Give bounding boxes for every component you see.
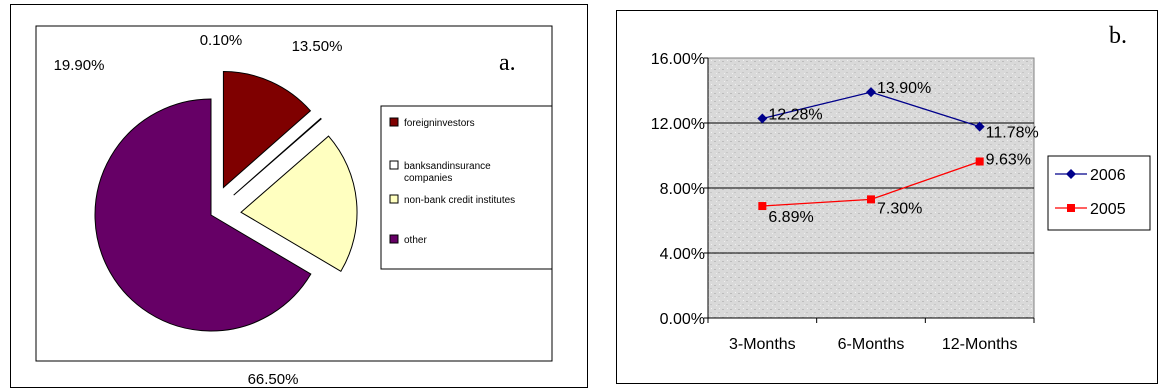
legend-swatch	[389, 160, 399, 170]
pie-chart: a. 13.50% 0.10% 19.90% 66.50% foreigninvestor…	[35, 25, 553, 388]
legend-label: non-bank credit institutes	[404, 195, 515, 206]
line-chart-panel: b. 0.00% 4.00% 8.00% 12.00% 16.00% 3-Months 6-M…	[616, 10, 1158, 384]
legend-label: 2005	[1090, 201, 1126, 218]
legend-label: banksandinsurance	[404, 161, 491, 172]
line-chart: b. 0.00% 4.00% 8.00% 12.00% 16.00% 3-Months 6-M…	[651, 23, 1151, 353]
panel-label-b: b.	[1109, 23, 1127, 49]
legend-box	[380, 105, 553, 270]
legend-swatch	[389, 194, 399, 204]
data-point-2005	[975, 157, 984, 166]
legend-label: companies	[404, 173, 452, 184]
data-label-2006: 13.90%	[877, 80, 931, 97]
panel-label-a: a.	[499, 50, 516, 76]
slice-value-label: 0.10%	[200, 32, 243, 49]
slice-value-label: 66.50%	[248, 371, 299, 388]
y-tick-label: 4.00%	[660, 246, 705, 263]
legend-label: foreigninvestors	[404, 118, 475, 129]
slice-value-label: 13.50%	[292, 38, 343, 55]
y-tick-label: 8.00%	[660, 181, 705, 198]
y-tick-label: 16.00%	[651, 51, 705, 68]
data-label-2005: 9.63%	[986, 152, 1031, 169]
data-point-2005	[867, 195, 875, 204]
data-point-2006	[974, 121, 985, 132]
x-tick-label: 6-Months	[838, 336, 905, 353]
data-point-2006	[757, 113, 768, 124]
data-label-2006: 12.28%	[768, 106, 822, 123]
data-label-2005: 7.30%	[877, 200, 922, 217]
legend-swatch	[389, 117, 399, 127]
legend-label: 2006	[1090, 167, 1126, 184]
legend-marker	[1066, 169, 1076, 179]
pie-slice-4	[94, 98, 312, 332]
legend-swatch	[389, 234, 399, 244]
y-tick-label: 0.00%	[660, 311, 705, 328]
legend-marker	[1067, 204, 1075, 212]
y-tick-label: 12.00%	[651, 116, 705, 133]
data-label-2006: 11.78%	[986, 125, 1039, 142]
pie-slice-2	[233, 117, 322, 196]
pie-slice-1	[222, 71, 312, 189]
data-point-2006	[866, 87, 876, 98]
legend-label: other	[404, 235, 427, 246]
x-tick-label: 3-Months	[729, 336, 796, 353]
x-tick-label: 12-Months	[942, 336, 1018, 353]
legend-box	[1047, 155, 1151, 231]
pie-slice-3	[240, 135, 358, 272]
data-label-2005: 6.89%	[768, 209, 813, 226]
pie-chart-panel: a. 13.50% 0.10% 19.90% 66.50% foreigninvestor…	[10, 4, 588, 388]
data-point-2005	[758, 202, 767, 211]
slice-value-label: 19.90%	[54, 57, 105, 74]
